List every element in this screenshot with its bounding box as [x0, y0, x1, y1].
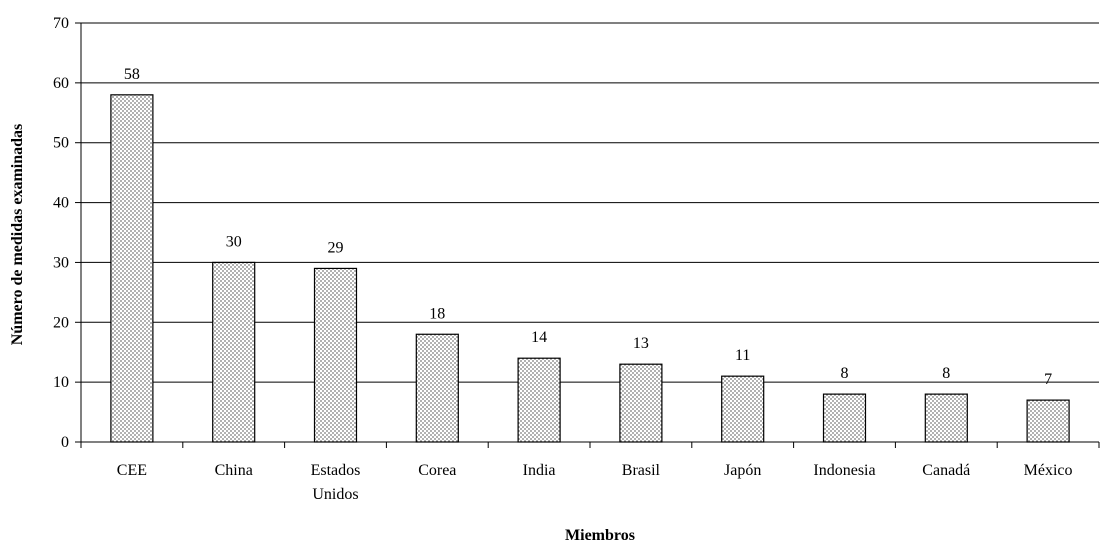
y-tick-label: 0: [61, 434, 69, 451]
x-category-label: Brasil: [622, 462, 661, 479]
x-category-label: India: [523, 462, 556, 479]
y-tick-label: 40: [53, 195, 69, 212]
bar-cee: [110, 94, 154, 443]
data-labels: 58 30 29 18 14 13 11 8 8 7: [124, 66, 1052, 388]
data-label: 8: [942, 365, 950, 382]
bar-estados-unidos: [313, 267, 358, 443]
x-category-label: México: [1024, 462, 1073, 479]
data-label: 58: [124, 66, 140, 83]
data-label: 14: [531, 329, 547, 346]
x-category-label: Indonesia: [813, 462, 875, 479]
y-tick-label: 30: [53, 254, 69, 271]
data-label: 30: [226, 233, 242, 250]
x-category-label: Japón: [724, 462, 761, 479]
data-label: 13: [633, 335, 649, 352]
y-tick-label: 70: [53, 15, 69, 32]
bar-indonesia: [822, 393, 867, 443]
x-category-label: Estados Unidos: [311, 462, 361, 503]
y-tick-label: 10: [53, 374, 69, 391]
x-category-label: Corea: [418, 462, 456, 479]
x-category-label: Canadá: [922, 462, 970, 479]
bar-canadá: [924, 393, 968, 443]
data-label: 7: [1044, 371, 1052, 388]
y-axis-ticks: 0 10 20 30 40 50 60 70: [53, 15, 81, 451]
data-label: 8: [841, 365, 849, 382]
bar-china: [212, 261, 256, 443]
x-category-label: China: [215, 462, 253, 479]
bar-corea: [415, 333, 459, 443]
x-category-label: CEE: [117, 462, 147, 479]
y-tick-label: 60: [53, 75, 69, 92]
bars: [110, 94, 1070, 443]
x-axis-title: Miembros: [565, 527, 635, 544]
y-tick-label: 20: [53, 314, 69, 331]
data-label: 29: [328, 239, 344, 256]
data-label: 11: [735, 347, 750, 364]
y-axis-title: Número de medidas examinadas: [9, 124, 26, 346]
x-axis-categories: CEE China Estados Unidos Corea India Brasil Jap…: [80, 442, 1100, 503]
bar-japón: [721, 375, 765, 443]
y-tick-label: 50: [53, 135, 69, 152]
data-label: 18: [429, 305, 445, 322]
bar-india: [517, 357, 561, 443]
bar-méxico: [1026, 399, 1070, 443]
bar-brasil: [619, 363, 663, 443]
